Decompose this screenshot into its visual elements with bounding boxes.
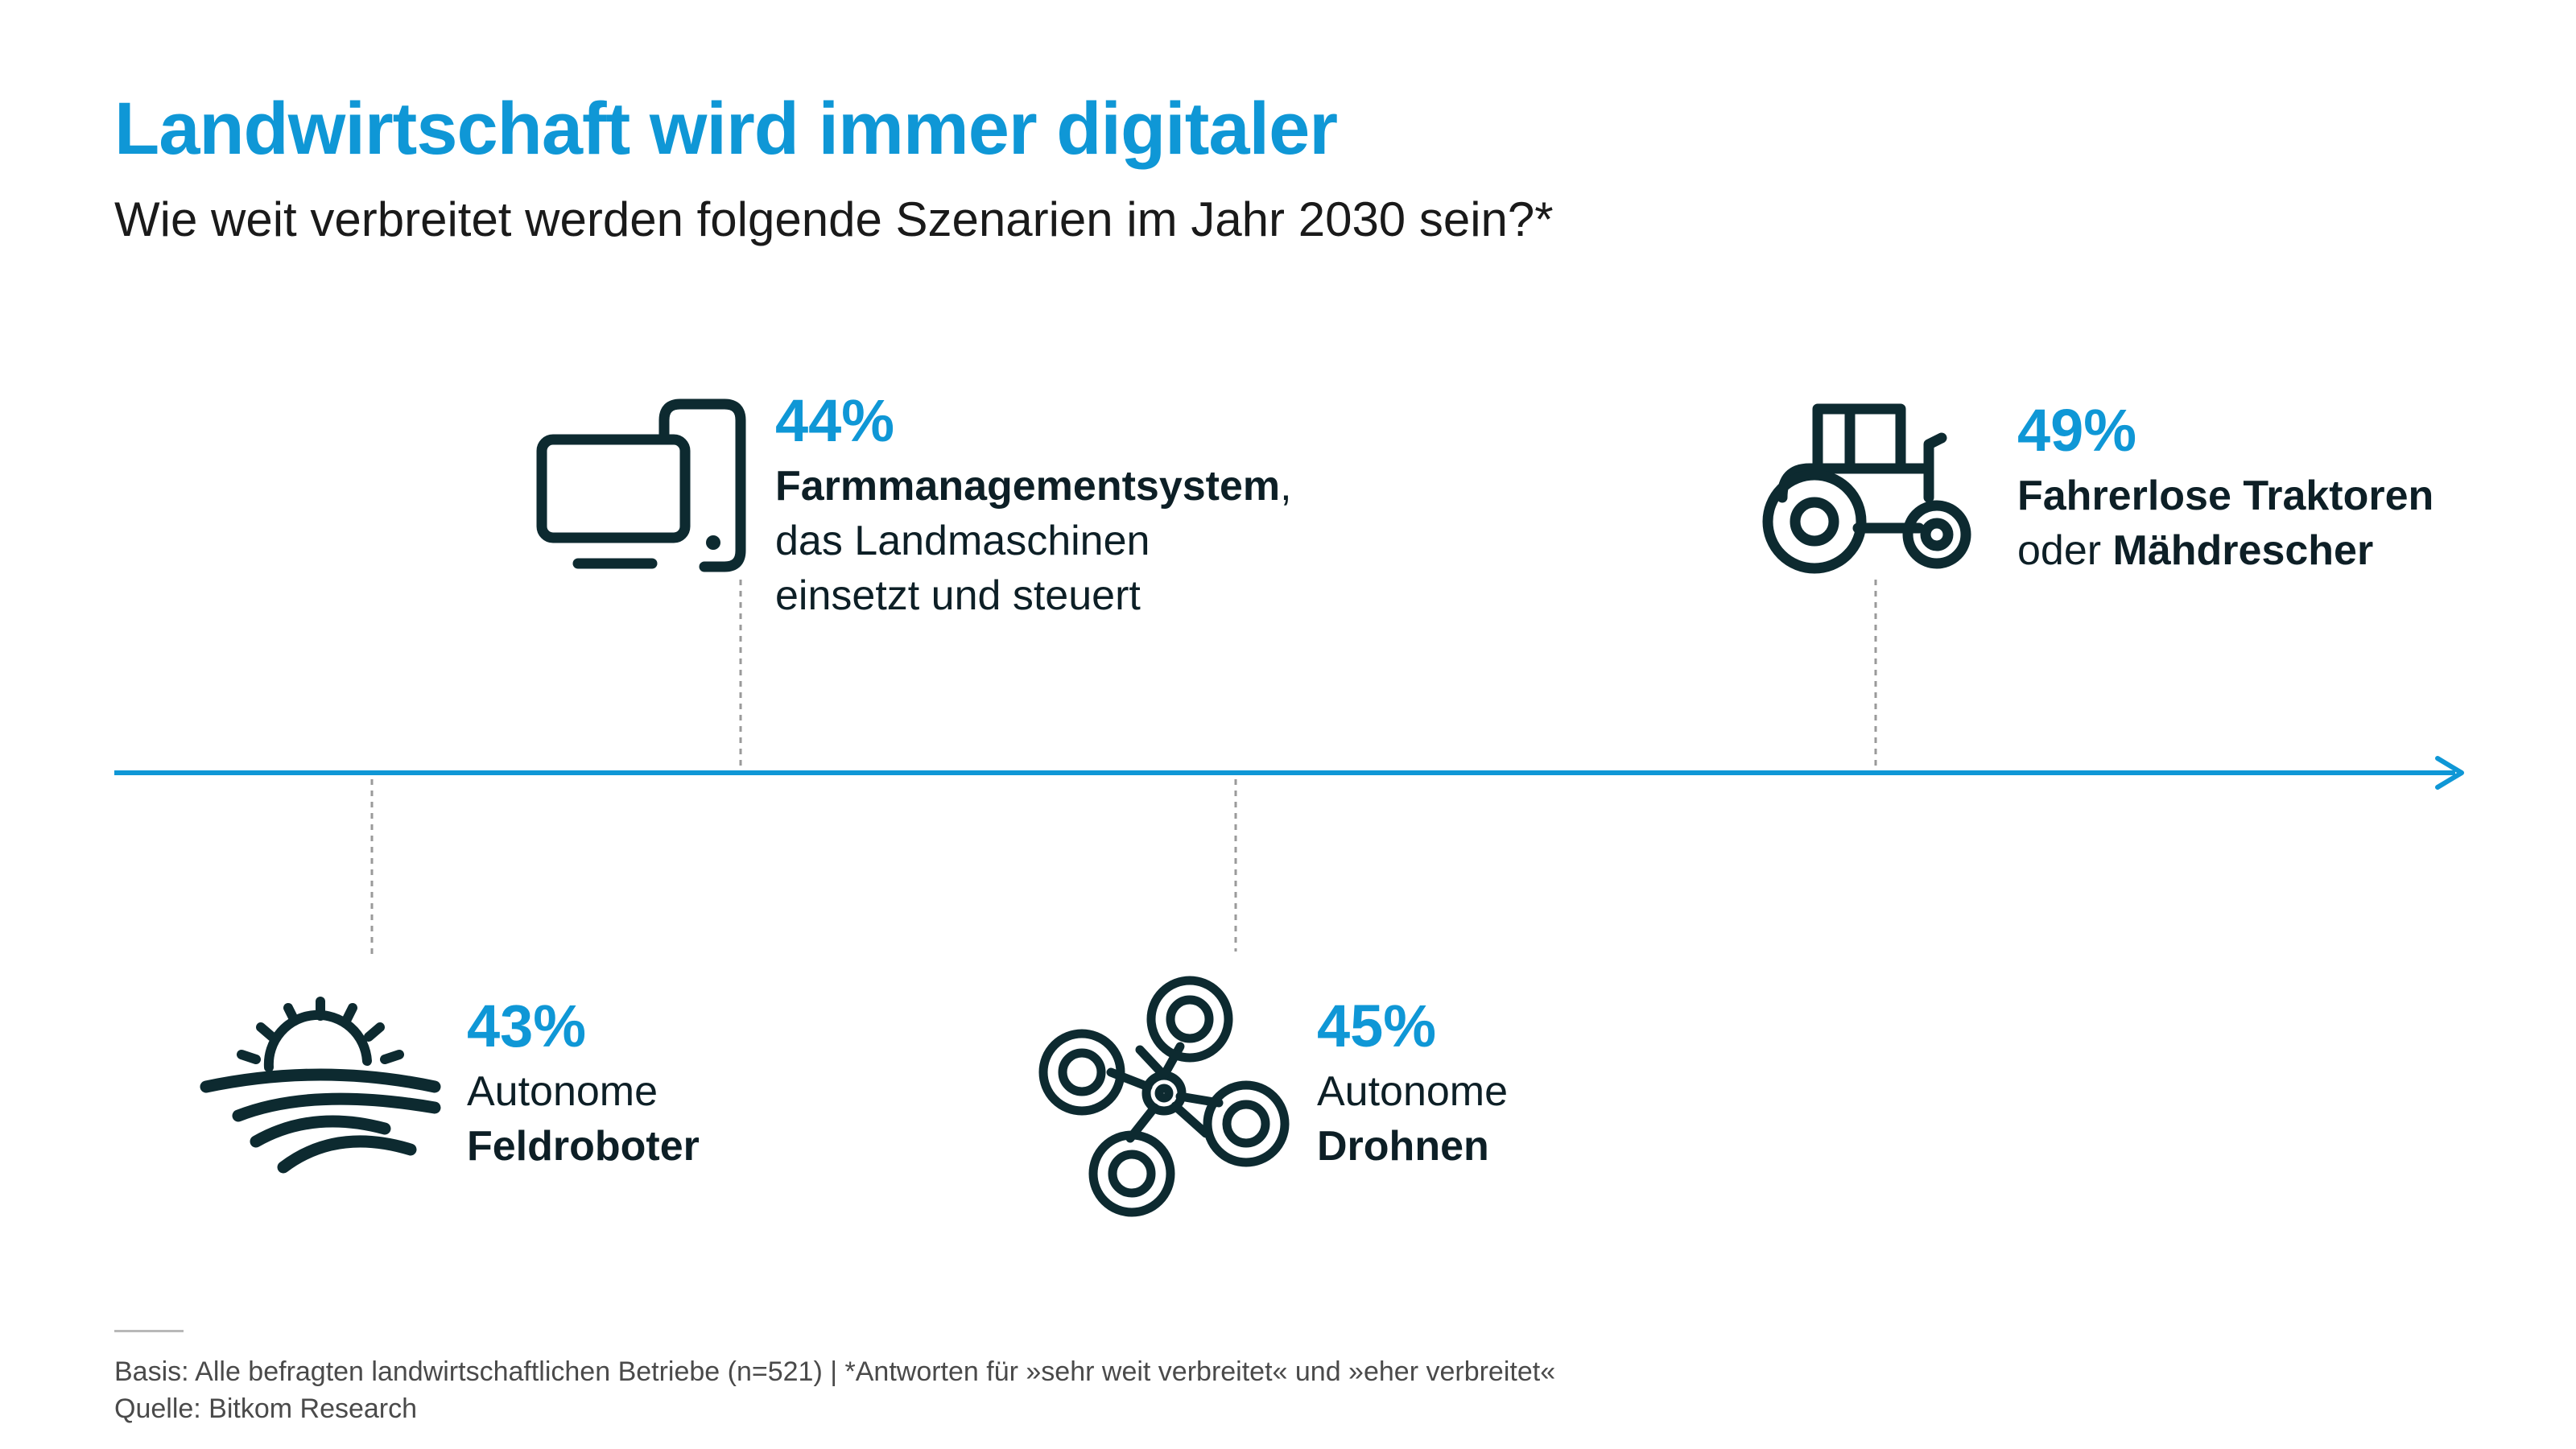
footer-basis: Basis: Alle befragten landwirtschaftlich… — [114, 1356, 1556, 1387]
label-line-1: Autonome — [467, 1068, 658, 1115]
item-label-drones: Autonome Drohnen — [1317, 1064, 1508, 1174]
label-line-3: einsetzt und steuert — [775, 572, 1141, 619]
chart-title: Landwirtschaft wird immer digitaler — [114, 88, 1338, 170]
item-label-farm-management: Farmmanagementsystem, das Landmaschinen … — [775, 459, 1292, 623]
value-label-49: 49% — [2017, 397, 2137, 464]
computer-and-phone-icon — [536, 398, 746, 572]
label-line-2: Feldroboter — [467, 1123, 700, 1170]
footer-divider — [114, 1330, 184, 1332]
timeline-arrowhead — [2435, 756, 2464, 790]
value-label-44: 44% — [775, 387, 895, 454]
drone-icon — [1038, 976, 1290, 1217]
sun-over-field-icon — [200, 997, 441, 1174]
item-label-field-robots: Autonome Feldroboter — [467, 1064, 700, 1174]
label-line-2: Drohnen — [1317, 1123, 1489, 1170]
label-line-2: oder Mähdrescher — [2017, 527, 2374, 574]
chart-subtitle: Wie weit verbreitet werden folgende Szen… — [114, 192, 1554, 246]
footer-source: Quelle: Bitkom Research — [114, 1393, 418, 1424]
value-label-43: 43% — [467, 993, 587, 1059]
tractor-icon — [1762, 403, 1971, 574]
label-line-1: Farmmanagementsystem, — [775, 463, 1292, 510]
item-label-driverless-tractors: Fahrerlose Traktoren oder Mähdrescher — [2017, 469, 2434, 578]
label-line-2: das Landmaschinen — [775, 518, 1150, 564]
label-line-1: Autonome — [1317, 1068, 1509, 1115]
value-label-45: 45% — [1317, 993, 1437, 1059]
label-line-1: Fahrerlose Traktoren — [2017, 473, 2434, 519]
